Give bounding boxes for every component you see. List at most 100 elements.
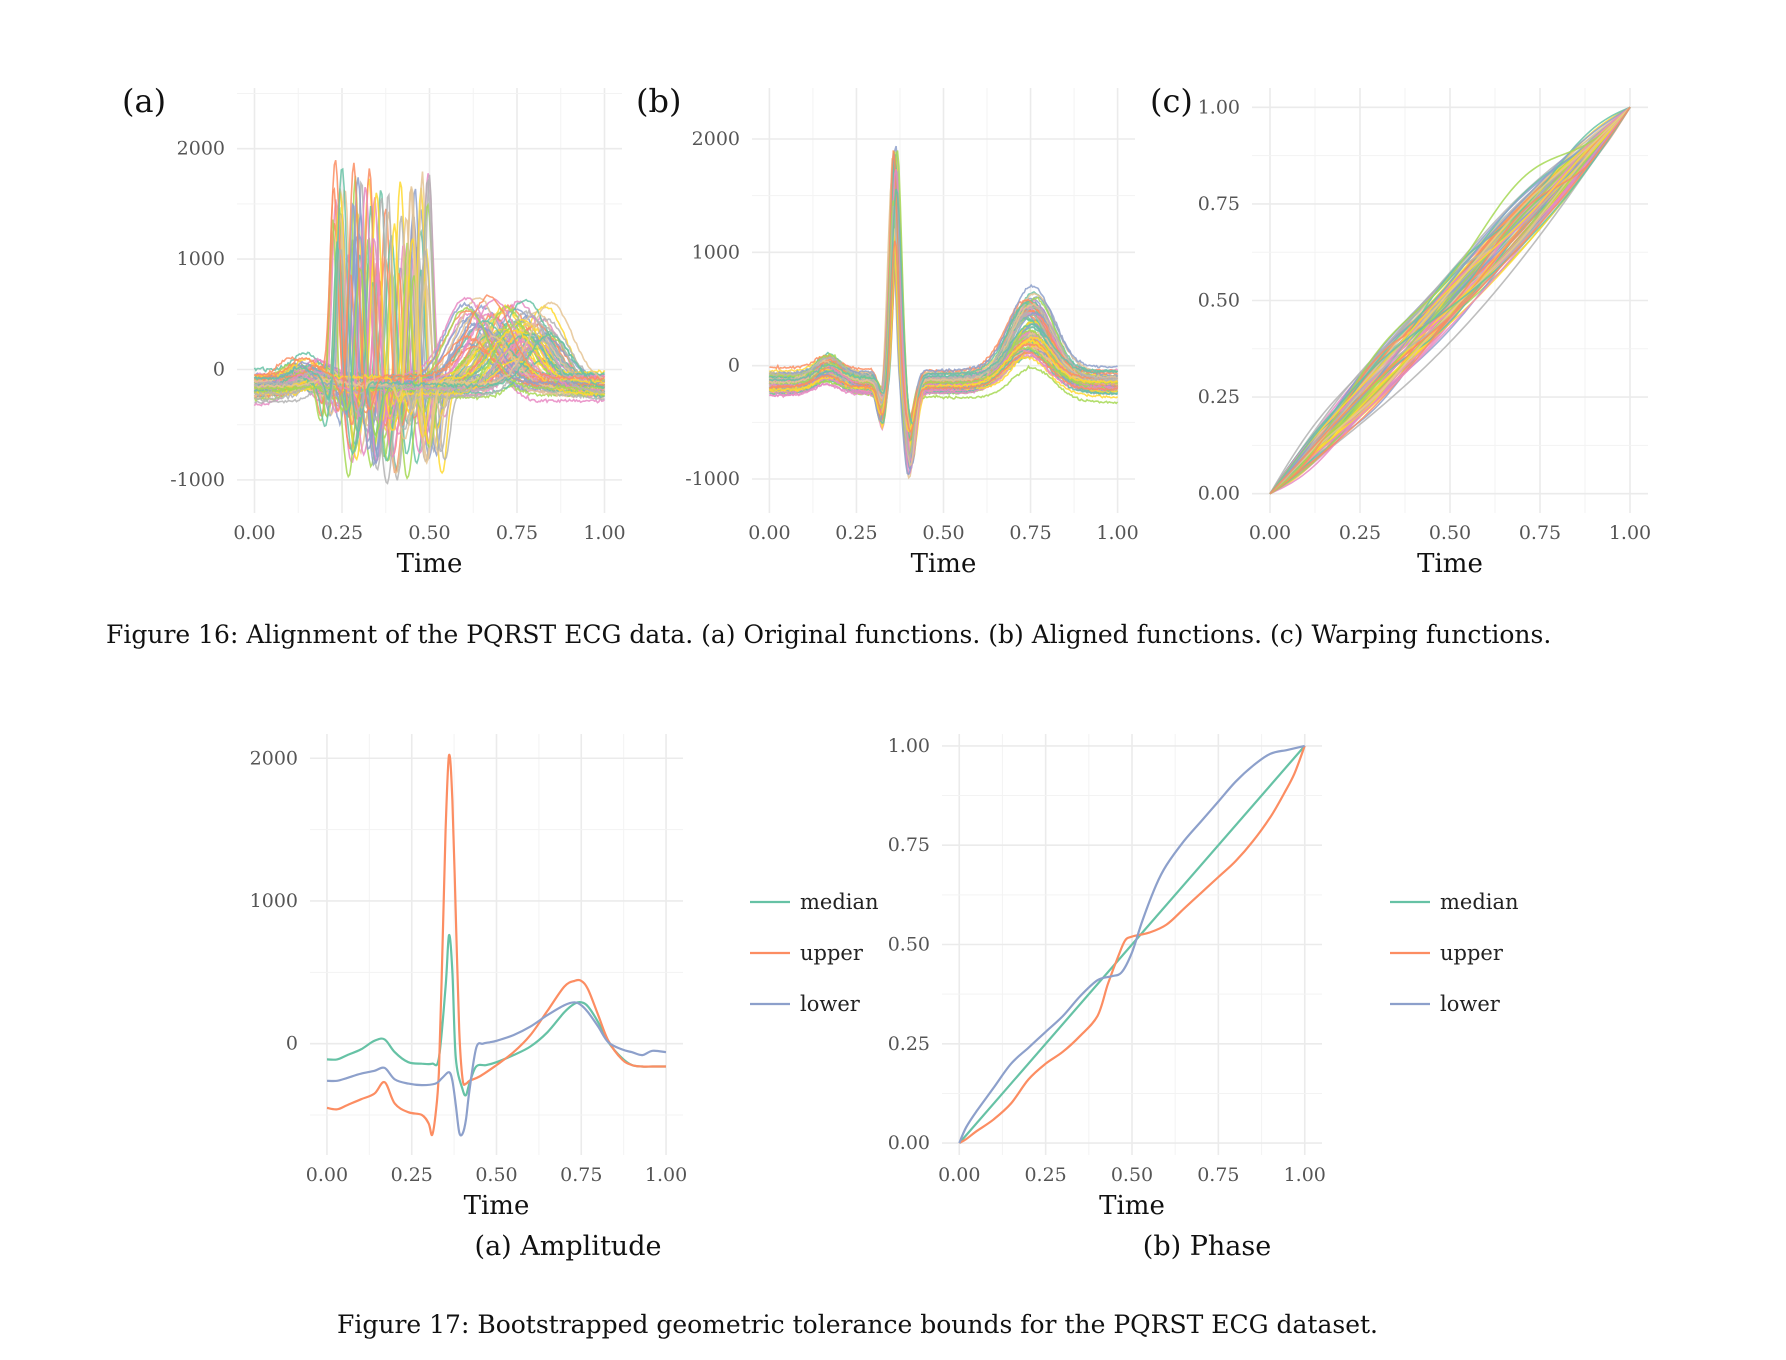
fig16a-xtick-label: 1.00 [583,522,625,544]
fig17b-ytick-label: 0.75 [888,834,930,856]
fig16b-panel: 0.00 0.25 0.50 0.75 1.00 -1000 0 1000 2000 Time (b… [636,82,1139,579]
fig16c-curve [1269,106,1631,495]
fig16c-curve [1269,106,1631,495]
fig16a-curve [254,232,605,465]
fig17a-subcaption: (a) Amplitude [475,1231,662,1262]
fig17a-xtick-label: 0.75 [560,1164,602,1186]
fig16a-xaxis-title: Time [397,549,463,579]
fig17b-legend-label-median: median [1440,890,1519,914]
fig16a-curve [254,186,605,461]
fig17b-ytick-label: 0.25 [888,1033,930,1055]
fig16c-curve [1269,106,1631,495]
fig17b-series-lower [958,744,1305,1144]
figure16-caption: Figure 16: Alignment of the PQRST ECG da… [106,620,1552,649]
fig17a-xtick-label: 0.50 [475,1164,517,1186]
fig16c-panel-label: (c) [1150,82,1193,120]
fig16a-curve [253,167,605,435]
fig16a-curve [253,162,606,411]
fig17b-ytick-label: 1.00 [888,735,930,757]
fig16c-ytick-label: 0.00 [1198,483,1240,505]
fig17a-ytick-label: 1000 [250,890,298,912]
fig17b-xtick-label: 1.00 [1284,1164,1326,1186]
fig16b-curve [768,231,1119,433]
fig17a-series-upper [326,753,666,1137]
fig17a-ytick-label: 0 [286,1033,298,1055]
fig17a-ytick-label: 2000 [250,747,298,769]
fig16a-xtick-label: 0.25 [321,522,363,544]
fig16c-curve [1269,106,1631,495]
fig17b-legend-label-upper: upper [1440,941,1504,965]
fig16c-ytick-label: 0.50 [1198,290,1240,312]
fig16c-xtick-label: 0.25 [1339,522,1381,544]
fig16c-grid [1252,88,1648,513]
fig17b-series-group [958,744,1306,1145]
fig16c-curve [1269,106,1631,495]
fig17b-series-median [958,745,1306,1144]
fig16c-xaxis-title: Time [1417,549,1483,579]
fig17b-xtick-label: 0.25 [1024,1164,1066,1186]
fig16b-curve [769,240,1119,434]
fig17b-xtick-label: 0.75 [1197,1164,1239,1186]
fig16b-xaxis-title: Time [911,549,977,579]
fig17b-series-upper [958,745,1306,1145]
fig17a-panel: 0.00 0.25 0.50 0.75 1.00 0 1000 2000 Time median u… [250,734,879,1262]
fig17a-xtick-label: 0.25 [391,1164,433,1186]
fig17a-xaxis-title: Time [464,1191,530,1221]
fig17b-legend: median upper lower [1390,890,1519,1016]
fig16a-xtick-label: 0.50 [408,522,450,544]
fig17b-ytick-label: 0.50 [888,934,930,956]
fig17b-xtick-label: 0.50 [1111,1164,1153,1186]
fig16b-xtick-label: 0.25 [835,522,877,544]
fig16b-panel-label: (b) [636,82,681,120]
fig17a-legend-label-upper: upper [800,941,864,965]
fig17b-xaxis-title: Time [1099,1191,1165,1221]
fig16b-ytick-label: 0 [728,355,740,377]
fig17a-series-median [326,934,666,1097]
fig17b-legend-label-lower: lower [1440,992,1501,1016]
fig16a-ytick-label: 2000 [177,138,225,160]
fig17a-legend: median upper lower [750,890,879,1016]
fig17b-ytick-label: 0.00 [888,1132,930,1154]
fig16a-curve [254,238,606,445]
fig16a-xtick-label: 0.75 [496,522,538,544]
fig17a-legend-label-median: median [800,890,879,914]
fig16c-series-group [1269,106,1631,495]
fig16c-xtick-label: 0.50 [1429,522,1471,544]
fig17a-xtick-label: 1.00 [645,1164,687,1186]
fig16a-ytick-label: 1000 [177,248,225,270]
fig16a-panel-label: (a) [122,82,166,120]
fig17b-subcaption: (b) Phase [1143,1231,1271,1262]
fig17a-xtick-label: 0.00 [306,1164,348,1186]
fig16a-xtick-label: 0.00 [233,522,275,544]
fig16a-ytick-label: 0 [213,358,225,380]
fig16b-xtick-label: 0.50 [922,522,964,544]
fig16b-series-group [768,145,1119,480]
fig16c-ytick-label: 0.25 [1198,386,1240,408]
figure17-caption: Figure 17: Bootstrapped geometric tolera… [337,1310,1378,1339]
fig16c-curve [1269,106,1631,495]
fig17b-xtick-label: 0.00 [938,1164,980,1186]
fig16b-xtick-label: 0.75 [1009,522,1051,544]
fig16c-ytick-label: 0.75 [1198,193,1240,215]
fig16c-panel: 0.00 0.25 0.50 0.75 1.00 0.00 0.25 0.50 0.75 1.00… [1150,82,1651,579]
fig16b-ytick-label: -1000 [685,468,740,490]
fig16a-panel: 0.00 0.25 0.50 0.75 1.00 -1000 0 1000 2000 Time (a… [122,82,626,579]
fig16a-series-group [253,159,606,485]
fig16c-ytick-label: 1.00 [1198,96,1240,118]
fig16b-ytick-label: 2000 [692,128,740,150]
fig17a-series-group [326,753,667,1137]
fig16a-ytick-label: -1000 [170,469,225,491]
fig17b-panel: 0.00 0.25 0.50 0.75 1.00 0.00 0.25 0.50 0.75 1.00… [888,734,1519,1262]
fig16c-xtick-label: 1.00 [1609,522,1651,544]
fig16b-ytick-label: 1000 [692,241,740,263]
fig16b-xtick-label: 0.00 [748,522,790,544]
fig16c-curve [1269,106,1631,495]
fig16b-xtick-label: 1.00 [1096,522,1138,544]
fig16c-curve [1269,106,1631,495]
fig16c-xtick-label: 0.00 [1249,522,1291,544]
fig17a-legend-label-lower: lower [800,992,861,1016]
fig16a-curve [254,266,605,438]
fig17a-series-lower [326,1001,667,1137]
fig16c-xtick-label: 0.75 [1519,522,1561,544]
